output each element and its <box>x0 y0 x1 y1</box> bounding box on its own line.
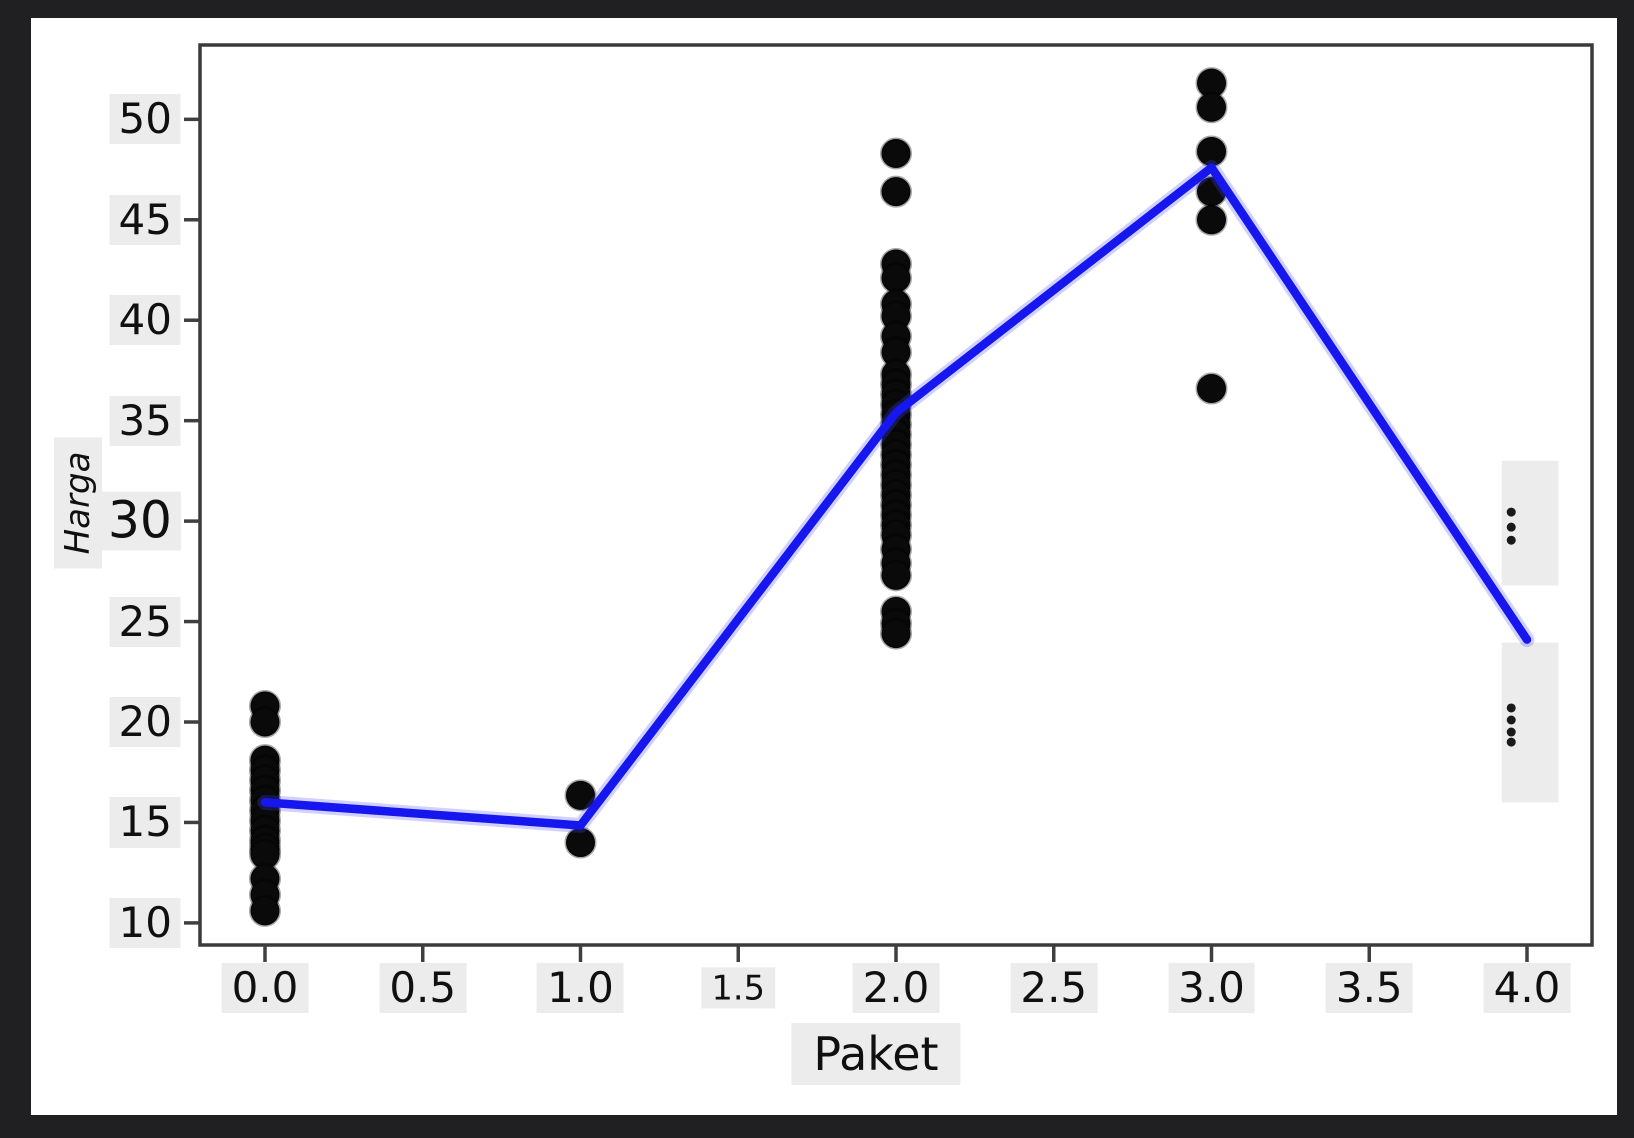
scatter-point-paket-2-0 <box>880 137 912 170</box>
ellipsis-dot-0-1 <box>1506 522 1516 532</box>
y-tick-label-40: 40 <box>109 295 181 346</box>
x-tick-label-2.5: 2.5 <box>1010 962 1098 1014</box>
ellipsis-dot-1-1 <box>1506 715 1516 725</box>
y-tick-label-45: 45 <box>109 194 181 245</box>
x-tick-label-2.0: 2.0 <box>852 962 940 1014</box>
ellipsis-dot-1-2 <box>1506 727 1516 737</box>
ellipsis-dot-0-2 <box>1506 535 1516 545</box>
y-tick-label-30: 30 <box>98 491 181 551</box>
x-tick-label-4.0: 4.0 <box>1483 962 1571 1014</box>
scatter-point-paket-3-1 <box>1195 91 1228 124</box>
scatter-point-paket-3-5 <box>1195 372 1228 405</box>
x-tick-label-1.0: 1.0 <box>537 962 624 1014</box>
y-tick-label-25: 25 <box>109 596 181 647</box>
scatter-point-paket-0-1 <box>248 706 281 739</box>
scatter-point-paket-1-0 <box>564 779 597 812</box>
y-tick-label-15: 15 <box>109 797 181 848</box>
y-tick-label-50: 50 <box>109 94 181 145</box>
x-tick-label-3.0: 3.0 <box>1168 962 1255 1014</box>
mean-line <box>260 163 1532 830</box>
x-tick-label-1.5: 1.5 <box>701 967 775 1009</box>
scatter-point-paket-0-15 <box>248 894 281 927</box>
ellipsis-dot-0-0 <box>1506 507 1516 517</box>
figure-canvas <box>31 18 1617 1115</box>
scatter-point-paket-2-30 <box>880 617 912 650</box>
y-axis-title: Harga <box>54 437 102 569</box>
x-axis-title: Paket <box>791 1023 961 1085</box>
ellipsis-dot-1-0 <box>1506 703 1516 713</box>
x-tick-label-3.5: 3.5 <box>1325 962 1413 1014</box>
y-tick-label-20: 20 <box>109 696 181 748</box>
scatter-point-paket-2-27 <box>880 559 912 592</box>
y-tick-label-35: 35 <box>109 395 181 446</box>
y-tick-label-10: 10 <box>109 897 181 948</box>
ellipsis-dot-1-3 <box>1506 737 1516 747</box>
scatter-point-paket-3-4 <box>1195 203 1228 236</box>
x-tick-label-0.0: 0.0 <box>221 962 309 1014</box>
x-tick-label-0.5: 0.5 <box>379 962 467 1014</box>
scatter-point-paket-2-1 <box>880 175 912 208</box>
